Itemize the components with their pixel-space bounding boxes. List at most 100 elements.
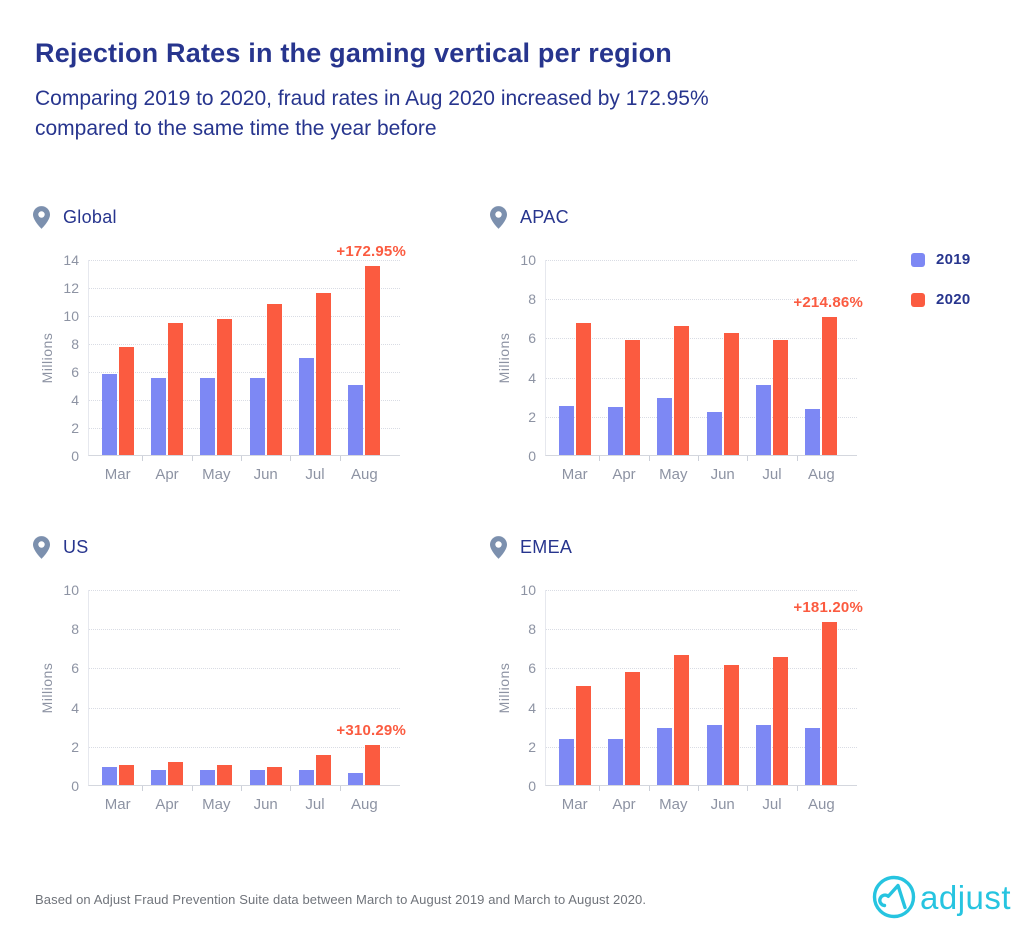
bar-2019-jun	[706, 725, 722, 785]
y-axis-title: Millions	[496, 662, 512, 713]
x-axis-tick	[796, 456, 798, 461]
bar-2019-aug	[348, 773, 364, 785]
bar-2019-apr	[151, 378, 166, 455]
adjust-logo: adjust	[872, 875, 1011, 919]
bar-2020-apr	[625, 340, 640, 455]
gridline-4	[546, 707, 857, 709]
chart-region-label: US	[63, 537, 89, 557]
y-tick-label-2: 2	[71, 738, 79, 755]
gridline-6	[89, 372, 400, 373]
y-tick-label-2: 2	[71, 420, 79, 436]
bar-2020-apr	[168, 323, 183, 455]
bar-2020-jul	[773, 340, 788, 455]
gridline-10	[546, 590, 857, 591]
y-tick-label-4: 4	[528, 699, 536, 716]
x-axis-tick	[599, 456, 601, 461]
bar-2019-mar	[558, 406, 574, 455]
gridline-4	[546, 377, 857, 379]
x-axis-tick	[241, 456, 242, 461]
x-tick-label-aug: Aug	[350, 466, 378, 483]
y-tick-label-10: 10	[520, 252, 536, 268]
bar-2020-jun	[266, 767, 282, 785]
bar-2019-jul	[756, 725, 771, 785]
bar-2019-jun	[249, 378, 265, 455]
legend-label-2020: 2020	[936, 291, 971, 308]
bar-2019-apr	[608, 406, 623, 455]
chart-apac-header: APAC	[490, 206, 569, 229]
bar-2019-jul	[299, 770, 314, 785]
bar-2020-jul	[773, 656, 788, 785]
bar-2020-may	[217, 319, 233, 455]
x-tick-label-jun: Jun	[253, 466, 278, 483]
chart-us-plot-area: 0 2 4 6 8 10 Millions Mar Apr May Jun Jul Aug +310.29…	[39, 582, 406, 813]
bar-2019-may	[200, 378, 216, 455]
bar-2019-aug	[805, 728, 821, 785]
x-tick-label-may: May	[659, 466, 688, 483]
x-tick-label-may: May	[202, 796, 231, 813]
x-tick-label-mar: Mar	[104, 466, 131, 483]
bar-2019-may	[657, 728, 673, 785]
y-tick-label-12: 12	[63, 280, 79, 296]
legend-swatch-2019	[911, 252, 925, 267]
adjust-logo-mark	[878, 883, 907, 910]
legend: 2019 2020	[911, 251, 971, 331]
gridline-4	[89, 400, 400, 401]
bar-2019-may	[200, 770, 216, 785]
bar-2019-jul	[756, 385, 771, 455]
chart-apac-plot-area: 0 2 4 6 8 10 Millions Mar Apr May Jun Jul Aug +214.86…	[496, 252, 863, 483]
y-tick-label-14: 14	[63, 252, 79, 268]
bar-2020-jun	[723, 332, 739, 455]
x-tick-label-jun: Jun	[710, 796, 735, 813]
x-tick-label-apr: Apr	[155, 796, 179, 813]
gridline-4	[89, 707, 400, 709]
x-tick-label-mar: Mar	[104, 796, 131, 813]
gridline-8	[89, 344, 400, 345]
gridline-2	[89, 746, 400, 748]
x-tick-label-jul: Jul	[305, 796, 325, 813]
y-tick-label-4: 4	[528, 369, 536, 386]
gridline-8	[546, 629, 857, 631]
y-tick-label-6: 6	[71, 660, 79, 677]
y-tick-label-8: 8	[528, 621, 536, 638]
y-tick-label-2: 2	[528, 738, 536, 755]
x-tick-label-mar: Mar	[561, 796, 588, 813]
location-pin-icon	[490, 536, 507, 559]
y-axis-title: Millions	[39, 332, 55, 383]
chart-region-label: EMEA	[520, 537, 573, 557]
legend-swatch-2020	[911, 292, 925, 307]
x-axis-tick	[241, 786, 242, 791]
bar-2020-jul	[316, 292, 331, 455]
chart-us: US 0 2 4 6 8 10 Millions Mar Apr May Jun Jul Aug +310…	[28, 528, 458, 838]
adjust-logo-text: adjust	[920, 879, 1011, 916]
gridline-6	[546, 668, 857, 670]
x-axis-tick	[191, 456, 193, 461]
x-axis-tick	[747, 456, 749, 461]
gridline-10	[89, 316, 400, 317]
bar-2019-mar	[101, 767, 117, 785]
x-tick-label-jul: Jul	[762, 466, 782, 483]
bar-2020-jun	[266, 303, 282, 455]
bar-2020-may	[217, 765, 233, 785]
x-axis-tick	[698, 456, 699, 461]
chart-global: Global 0 2 4 6 8 10 12 14 Millions Mar Apr May Jun Ju…	[28, 198, 458, 508]
chart-emea: EMEA 0 2 4 6 8 10 Millions Mar Apr May Jun Jul Aug +1…	[485, 528, 915, 838]
y-tick-label-4: 4	[71, 392, 79, 408]
bar-2019-mar	[558, 738, 574, 785]
y-tick-label-6: 6	[71, 364, 79, 380]
chart-emea-header: EMEA	[490, 536, 572, 559]
bar-2019-apr	[608, 738, 623, 785]
gridline-10	[89, 590, 400, 591]
page-subtitle-line-2: compared to the same time the year befor…	[35, 117, 437, 140]
gridline-2	[546, 416, 857, 418]
legend-item-2019: 2019	[911, 251, 971, 268]
gridline-2	[89, 428, 400, 429]
bar-2020-mar	[118, 347, 134, 455]
x-axis-tick	[339, 456, 341, 461]
x-axis-tick	[290, 456, 292, 461]
bar-2020-aug	[365, 266, 381, 455]
adjust-logo-circle	[872, 875, 916, 919]
y-tick-label-8: 8	[71, 336, 79, 352]
x-axis-tick	[290, 786, 292, 791]
page-subtitle: Comparing 2019 to 2020, fraud rates in A…	[35, 84, 709, 144]
chart-region-label: Global	[63, 207, 117, 227]
